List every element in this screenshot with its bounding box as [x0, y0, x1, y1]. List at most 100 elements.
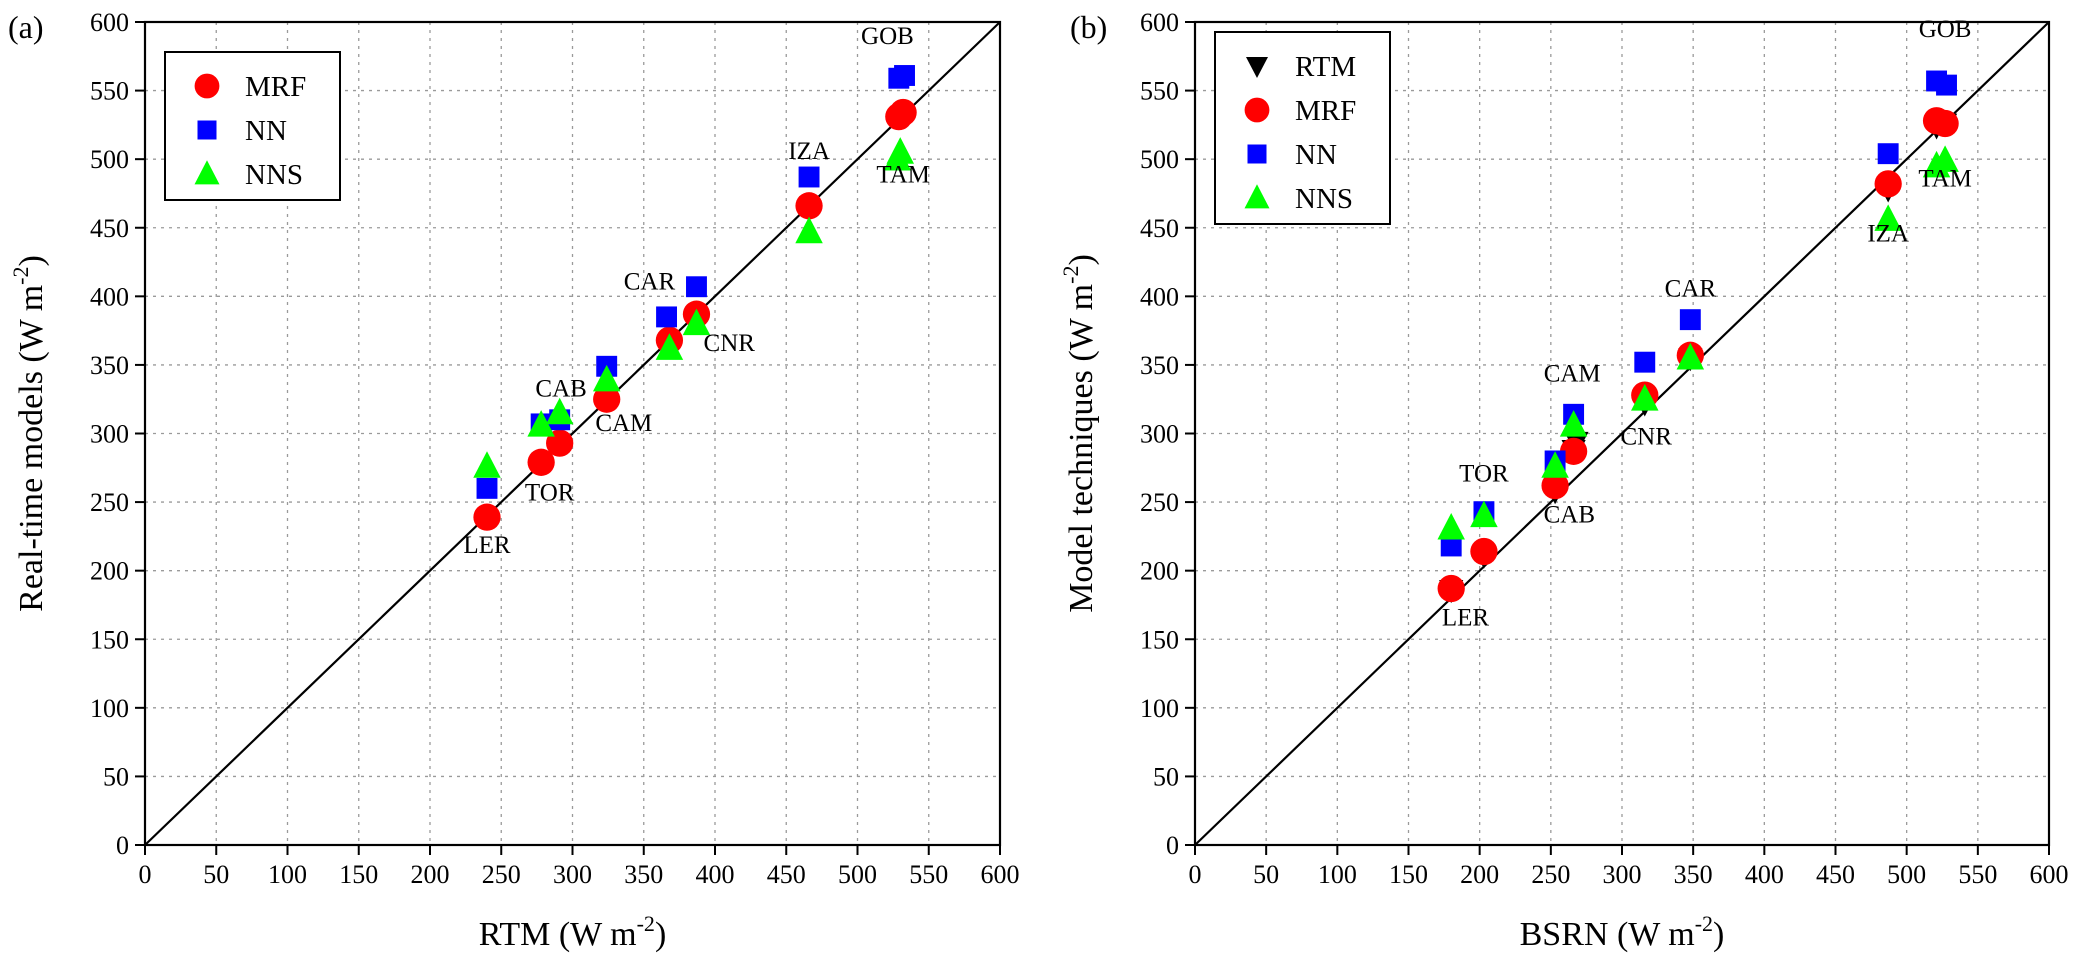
- site-label: TAM: [876, 161, 930, 188]
- site-label: LER: [463, 532, 511, 559]
- legend-marker-nns: [1244, 184, 1270, 209]
- data-point-mrf: [1559, 437, 1588, 465]
- y-axis: 0 50 100 150 200 250 300 350 400 450 500 550 600: [1140, 8, 1195, 860]
- data-point-nns: [795, 216, 823, 244]
- x-tick-label: 50: [203, 860, 229, 889]
- x-tick-label: 150: [339, 860, 378, 889]
- y-tick-label: 200: [90, 557, 129, 586]
- x-tick-label: 150: [1389, 860, 1428, 889]
- y-tick-label: 150: [1140, 625, 1179, 654]
- panel-b-scatter: 0 50 100 150 200 250 300 350 400 450 500 550 600 0 50 1…: [1058, 8, 2069, 953]
- legend-marker-mrf: [194, 73, 220, 99]
- data-point-nn: [476, 477, 498, 499]
- data-point-mrf: [1541, 471, 1569, 500]
- data-point-nns: [1931, 145, 1959, 172]
- series-nns: [473, 137, 914, 478]
- series-nns: [1437, 145, 1959, 540]
- x-tick-label: 0: [1189, 860, 1202, 889]
- x-tick-label: 250: [482, 860, 521, 889]
- data-point-mrf: [527, 448, 555, 476]
- one-to-one-line: [144, 21, 1001, 846]
- data-point-nn: [1440, 535, 1462, 557]
- data-point-mrf: [593, 385, 621, 413]
- x-tick-label: 400: [1745, 860, 1784, 889]
- y-tick-label: 300: [1140, 420, 1179, 449]
- site-label: CNR: [1620, 423, 1672, 450]
- data-point-nns: [682, 308, 711, 336]
- data-point-nn: [1679, 309, 1701, 331]
- data-point-nns: [473, 451, 501, 478]
- site-label: CAM: [1544, 360, 1601, 387]
- x-tick-label: 350: [624, 860, 663, 889]
- data-point-nns: [886, 137, 914, 164]
- y-tick-label: 500: [1140, 145, 1179, 174]
- x-axis: 0 50 100 150 200 250 300 350 400 450 500 550 600: [1189, 845, 2069, 889]
- y-tick-label: 500: [90, 145, 129, 174]
- data-point-nns: [1470, 500, 1498, 528]
- series-mrf: [473, 98, 917, 531]
- series-mrf: [1437, 107, 1959, 603]
- x-tick-label: 100: [268, 860, 307, 889]
- legend-label: NN: [245, 115, 287, 147]
- y-tick-label: 600: [1140, 8, 1179, 37]
- y-tick-label: 350: [1140, 351, 1179, 380]
- data-point-nns: [655, 333, 684, 360]
- y-tick-label: 50: [103, 762, 129, 791]
- x-tick-label: 300: [1603, 860, 1642, 889]
- data-point-nn: [1936, 74, 1957, 96]
- site-label: CAB: [1544, 502, 1595, 529]
- legend: MRF NN NNS: [164, 51, 341, 201]
- data-point-nns: [1676, 342, 1705, 370]
- one-to-one-line: [1194, 21, 2050, 846]
- y-tick-label: 550: [1140, 77, 1179, 106]
- x-tick-label: 600: [2030, 860, 2069, 889]
- legend-marker-nn: [197, 120, 217, 140]
- y-tick-label: 600: [90, 8, 129, 37]
- legend-label: NN: [1295, 139, 1337, 171]
- y-tick-label: 400: [1140, 282, 1179, 311]
- x-tick-label: 350: [1674, 860, 1713, 889]
- data-points: [1437, 70, 1959, 604]
- site-label: GOB: [861, 23, 914, 50]
- panel-a-scatter: 0 50 100 150 200 250 300 350 400 450 500 550 600 0 50 1…: [8, 8, 1020, 953]
- x-tick-label: 400: [696, 860, 735, 889]
- data-point-mrf: [1874, 170, 1902, 198]
- site-label: CAR: [624, 268, 676, 295]
- site-label: CNR: [704, 330, 756, 357]
- data-point-nns: [1631, 384, 1659, 411]
- data-point-nns: [1437, 512, 1465, 540]
- data-point-nns: [1874, 204, 1902, 231]
- y-tick-label: 300: [90, 420, 129, 449]
- panel-label: (b): [1070, 9, 1107, 45]
- panel-label: (a): [8, 9, 44, 45]
- data-point-nns: [1541, 451, 1569, 478]
- site-labels: LER TOR CAM CAB CNR CAR IZA TAM GOB: [1442, 16, 1972, 631]
- site-label: TAM: [1918, 166, 1972, 193]
- legend-box: [1214, 31, 1391, 225]
- y-tick-label: 450: [1140, 214, 1179, 243]
- x-tick-label: 300: [553, 860, 592, 889]
- legend-label: NNS: [245, 159, 303, 191]
- x-tick-label: 100: [1318, 860, 1357, 889]
- x-tick-label: 500: [838, 860, 877, 889]
- y-tick-label: 100: [1140, 694, 1179, 723]
- x-tick-label: 600: [981, 860, 1020, 889]
- x-tick-label: 450: [1816, 860, 1855, 889]
- data-point-mrf: [1931, 109, 1959, 138]
- legend-marker-rtm: [1246, 57, 1268, 78]
- y-axis-title: Model techniques (W m-2): [1058, 254, 1100, 613]
- site-label: TOR: [525, 480, 575, 507]
- legend-marker-mrf: [1244, 97, 1270, 123]
- y-tick-label: 400: [90, 282, 129, 311]
- data-point-nns: [527, 410, 555, 437]
- data-point-nn: [656, 306, 677, 328]
- x-tick-label: 500: [1887, 860, 1926, 889]
- x-tick-label: 250: [1531, 860, 1570, 889]
- data-point-nn: [798, 166, 820, 188]
- y-tick-label: 200: [1140, 557, 1179, 586]
- x-tick-label: 200: [1460, 860, 1499, 889]
- legend-label: RTM: [1295, 51, 1356, 83]
- x-tick-label: 50: [1253, 860, 1279, 889]
- site-label: IZA: [1867, 220, 1909, 247]
- site-label: IZA: [788, 138, 830, 165]
